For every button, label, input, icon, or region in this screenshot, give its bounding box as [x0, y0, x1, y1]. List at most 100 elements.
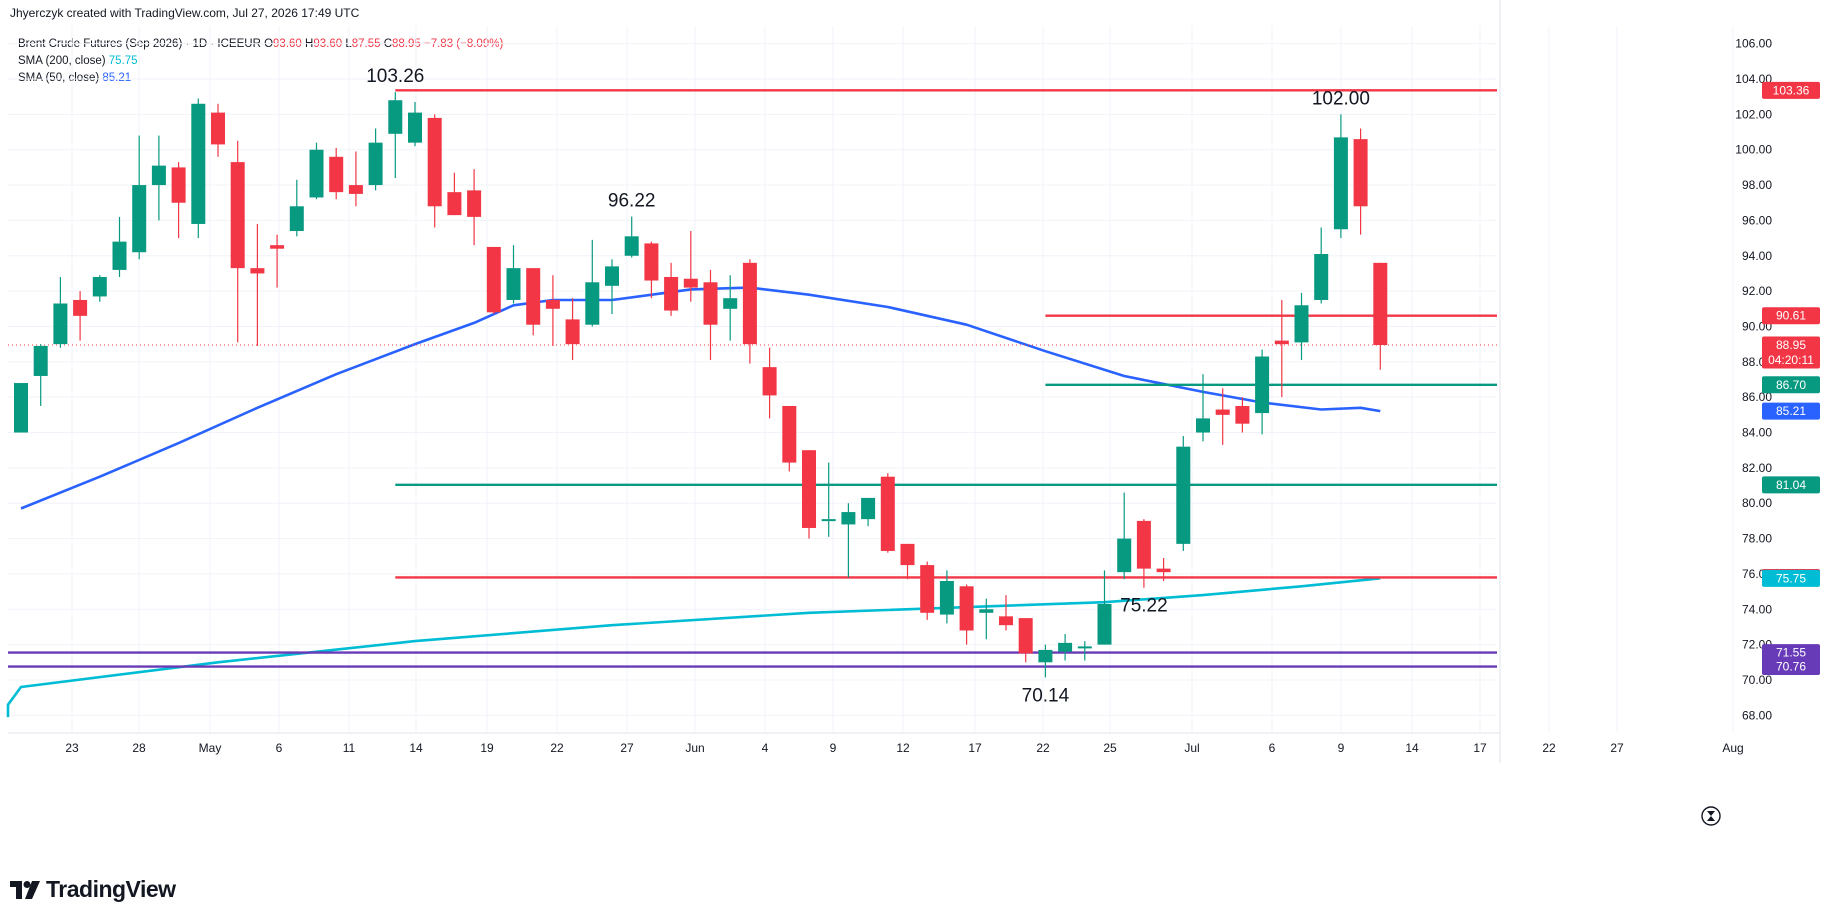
last-price-tag-bg [1762, 336, 1820, 369]
candle [309, 142, 324, 200]
level-price-tag: 81.04 [1762, 476, 1820, 494]
candle-body [1294, 305, 1309, 343]
candle [1077, 641, 1092, 661]
candle-body [1097, 603, 1112, 645]
candle [723, 275, 738, 341]
candle-body [348, 185, 363, 194]
candle [250, 223, 265, 346]
candle-body [821, 519, 836, 522]
sma-price-tag-bg [1762, 402, 1820, 420]
sma-price-tag-text: 85.21 [1776, 404, 1806, 418]
candle [1215, 388, 1230, 445]
candle-body [841, 512, 856, 525]
sma200-line [6, 577, 1381, 718]
candle-body [1038, 649, 1053, 663]
candle-body [368, 142, 383, 186]
candle [1117, 492, 1132, 580]
candle [703, 269, 718, 361]
time-tick-label: 9 [830, 741, 837, 755]
clock-icon-hourglass [1707, 811, 1715, 821]
time-tick-label: 28 [132, 741, 146, 755]
candle [1255, 349, 1270, 435]
level-price-tag-bg [1762, 81, 1820, 99]
candle [979, 598, 994, 640]
candle-body [939, 580, 954, 615]
price-tick-label: 106.00 [1735, 37, 1772, 51]
candle [1176, 436, 1191, 551]
candle-body [900, 543, 915, 566]
time-tick-label: 9 [1338, 741, 1345, 755]
tradingview-logo[interactable]: TradingView [10, 876, 176, 903]
candle [73, 291, 88, 341]
candle-body [211, 112, 225, 145]
time-tick-label: 4 [762, 741, 769, 755]
candle-body [1156, 568, 1171, 573]
tradingview-logo-icon [10, 880, 40, 899]
level-price-tag: 70.76 [1762, 658, 1820, 676]
candle [171, 162, 186, 239]
level-price-tag-bg [1762, 644, 1820, 662]
candle [1353, 128, 1368, 235]
candle [1294, 292, 1309, 361]
candle-body [33, 345, 48, 376]
candle-body [486, 246, 501, 313]
sma50-row[interactable]: SMA (50, close) 85.21 [18, 70, 503, 87]
candle-body [14, 383, 28, 433]
candle-body [1058, 642, 1073, 652]
candle-body [171, 167, 186, 203]
level-price-tag-text: 70.76 [1776, 660, 1806, 674]
time-tick-label: 14 [1405, 741, 1419, 755]
time-tick-label: 12 [896, 741, 910, 755]
candle-body [92, 276, 107, 297]
time-tick-label: 6 [276, 741, 283, 755]
candle [782, 406, 797, 472]
price-tick-label: 74.00 [1742, 602, 1772, 616]
candle-body [329, 156, 344, 193]
candle-body [1255, 356, 1270, 414]
sma200-row[interactable]: SMA (200, close) 75.75 [18, 53, 503, 70]
candle [348, 151, 363, 207]
candle [841, 503, 856, 578]
level-price-tag-bg [1762, 307, 1820, 325]
time-tick-label: Jul [1184, 741, 1199, 755]
candle [33, 344, 48, 407]
candle-body [309, 149, 324, 198]
candle-body [526, 268, 541, 325]
candle-body [467, 190, 482, 217]
level-price-tag-text: 81.04 [1776, 478, 1806, 492]
candle-body [644, 243, 659, 281]
candle-body [270, 245, 285, 249]
level-price-tag: 103.36 [1762, 81, 1820, 99]
sma200-value: 75.75 [108, 55, 138, 67]
candle [368, 128, 383, 191]
time-tick-label: 25 [1103, 741, 1117, 755]
candle-body [723, 298, 738, 309]
candle [1018, 618, 1033, 663]
price-tick-label: 78.00 [1742, 532, 1772, 546]
clock-icon[interactable] [1701, 806, 1721, 826]
candle [624, 216, 639, 258]
candle [506, 245, 521, 304]
candle-body [53, 303, 68, 345]
candle [1038, 644, 1053, 678]
price-tick-label: 102.00 [1735, 107, 1772, 121]
candle-body [762, 367, 777, 396]
last-price-tag-text: 88.95 [1776, 338, 1806, 352]
time-tick-label: 6 [1269, 741, 1276, 755]
price-annotation: 75.22 [1120, 596, 1168, 617]
candle-body [703, 282, 718, 325]
time-tick-label: May [199, 741, 222, 755]
chart-credit: Jhyerczyk created with TradingView.com, … [10, 6, 360, 20]
candle [447, 172, 462, 216]
candle [53, 276, 68, 348]
candle-body [250, 268, 265, 274]
time-tick-label: 17 [968, 741, 982, 755]
price-tick-label: 82.00 [1742, 461, 1772, 475]
candle [1156, 558, 1171, 581]
candle [467, 169, 482, 246]
sma50-label: SMA (50, close) [18, 72, 100, 84]
candle [211, 103, 225, 157]
candle [1333, 114, 1348, 239]
